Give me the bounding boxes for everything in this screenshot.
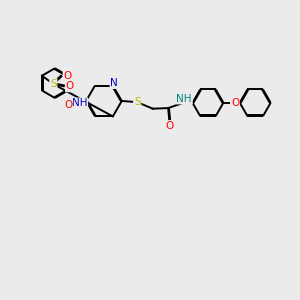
Text: NH: NH bbox=[72, 98, 87, 108]
Text: NH: NH bbox=[176, 94, 192, 103]
Text: S: S bbox=[134, 97, 140, 107]
Text: O: O bbox=[64, 71, 72, 81]
Text: O: O bbox=[231, 98, 239, 108]
Text: O: O bbox=[165, 121, 173, 131]
Text: S: S bbox=[50, 79, 57, 89]
Text: N: N bbox=[110, 78, 118, 88]
Text: O: O bbox=[66, 81, 74, 92]
Text: O: O bbox=[64, 100, 72, 110]
